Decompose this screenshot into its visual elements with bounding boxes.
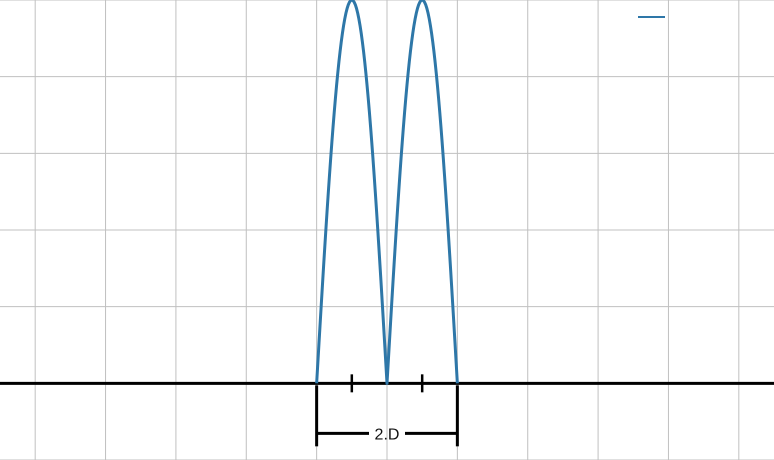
axis-ticks [350, 374, 424, 393]
annotation-label: 2.D [375, 426, 400, 443]
series-curve [315, 0, 459, 385]
dimension-annotation: 2.D [315, 385, 459, 447]
series-group [315, 0, 459, 385]
